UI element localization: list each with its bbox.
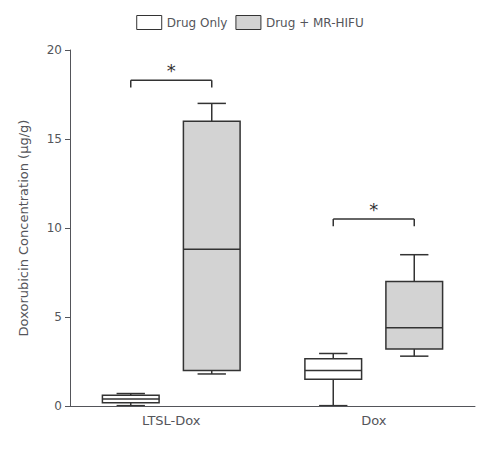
svg-text:10: 10 xyxy=(47,221,62,235)
svg-text:Dox: Dox xyxy=(361,413,387,428)
svg-text:Drug + MR-HIFU: Drug + MR-HIFU xyxy=(266,16,364,30)
svg-text:Drug Only: Drug Only xyxy=(167,16,228,30)
svg-text:Doxorubicin Concentration (µg/: Doxorubicin Concentration (µg/g) xyxy=(16,120,31,337)
svg-text:0: 0 xyxy=(54,399,62,413)
svg-text:20: 20 xyxy=(47,43,62,57)
svg-text:15: 15 xyxy=(47,132,62,146)
svg-text:5: 5 xyxy=(54,310,62,324)
svg-text:LTSL-Dox: LTSL-Dox xyxy=(142,413,201,428)
svg-text:*: * xyxy=(167,60,176,81)
svg-text:*: * xyxy=(369,199,378,220)
